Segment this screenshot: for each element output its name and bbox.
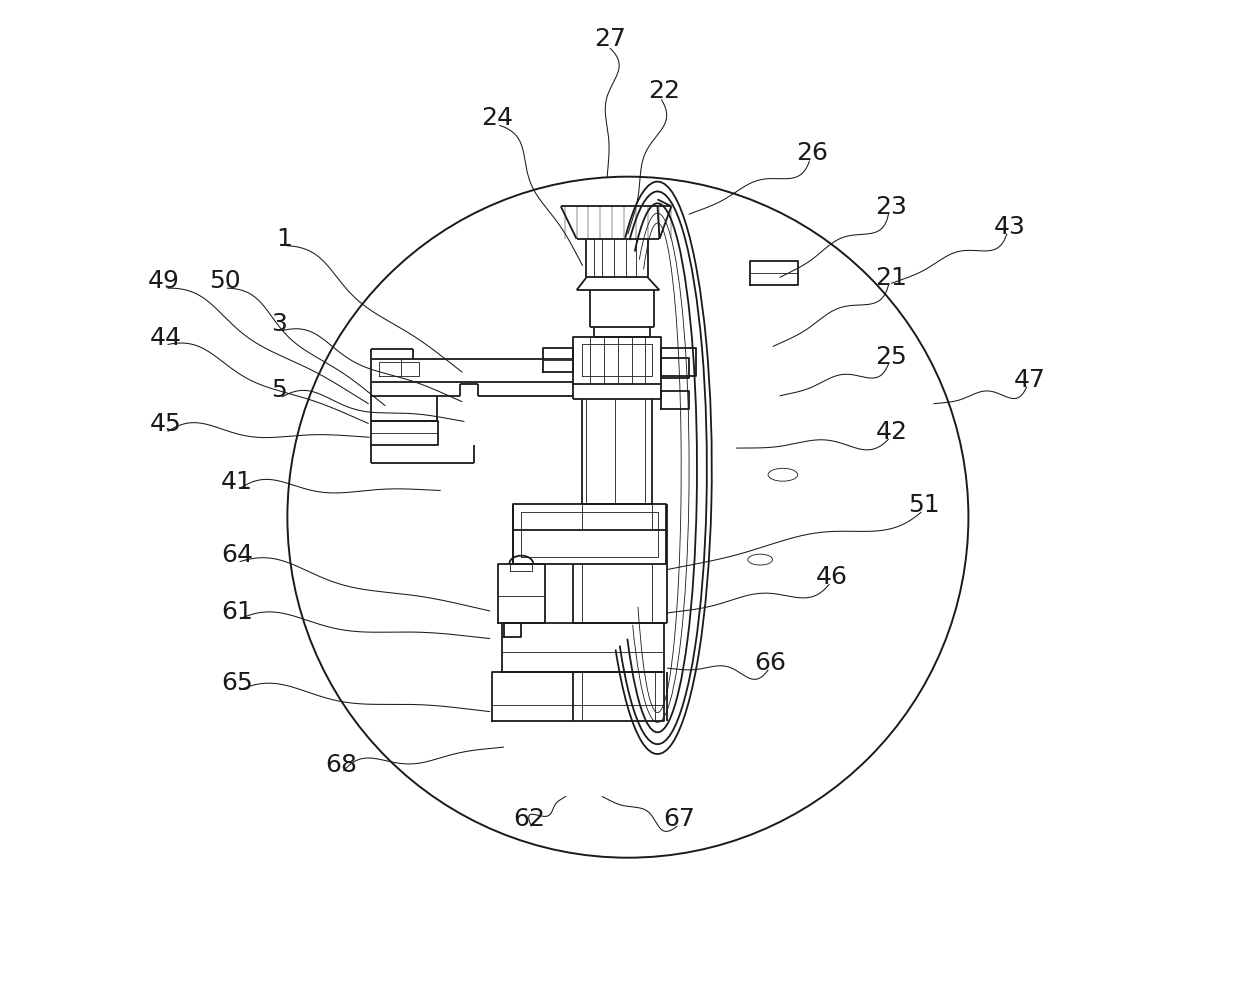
Text: 41: 41 [221, 469, 253, 493]
Text: 65: 65 [221, 670, 253, 694]
Text: 49: 49 [148, 269, 180, 293]
Text: 22: 22 [649, 79, 681, 103]
Text: 27: 27 [594, 28, 626, 51]
Text: 66: 66 [754, 651, 786, 674]
Text: 47: 47 [1013, 368, 1045, 391]
Text: 45: 45 [150, 412, 182, 436]
Text: 61: 61 [221, 599, 253, 623]
Text: 24: 24 [481, 106, 512, 130]
Text: 23: 23 [875, 195, 908, 219]
Text: 51: 51 [908, 493, 940, 517]
Text: 67: 67 [663, 807, 696, 830]
Text: 46: 46 [816, 565, 848, 589]
Text: 5: 5 [272, 378, 288, 401]
Text: 44: 44 [150, 325, 182, 349]
Text: 64: 64 [221, 542, 253, 566]
Text: 3: 3 [272, 312, 288, 335]
Text: 21: 21 [875, 266, 908, 290]
Text: 43: 43 [994, 215, 1025, 239]
Text: 62: 62 [513, 807, 546, 830]
Text: 50: 50 [210, 269, 241, 293]
Text: 26: 26 [796, 141, 828, 165]
Text: 42: 42 [875, 420, 908, 444]
Text: 25: 25 [875, 345, 908, 369]
Text: 68: 68 [326, 752, 357, 776]
Text: 1: 1 [277, 227, 293, 250]
